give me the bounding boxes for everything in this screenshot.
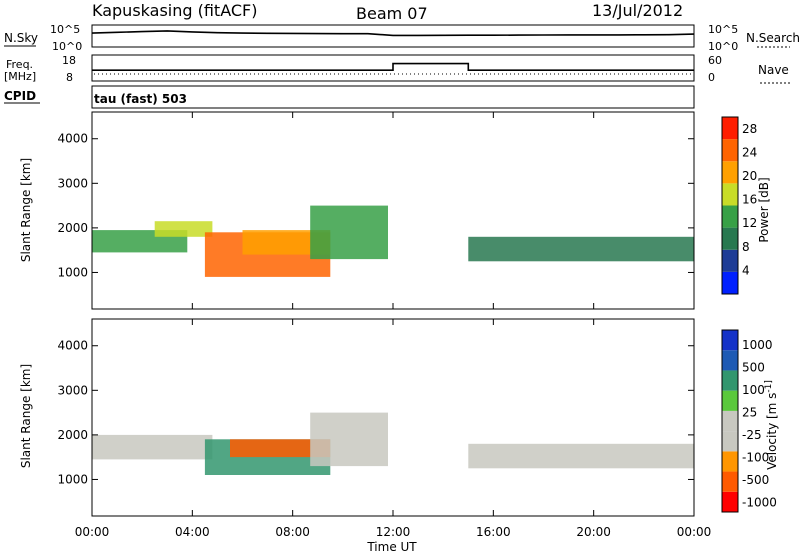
freq-right-tick-top: 60 <box>708 54 722 67</box>
power-panel: 1000 2000 3000 4000 Slant Range [km] <box>19 111 695 310</box>
velocity-colorbar-swatch-6 <box>722 370 738 391</box>
cpid-value: tau (fast) 503 <box>94 92 187 106</box>
velocity-colorbar-tick-0: 1000 <box>742 338 773 352</box>
noise-left-tick-bottom: 10^0 <box>52 40 82 53</box>
power-colorbar-swatch-1 <box>722 249 738 272</box>
power-colorbar-tick-28: 28 <box>742 122 757 136</box>
time-tick-label-0: 00:00 <box>75 525 110 539</box>
velocity-panel-background <box>92 319 694 516</box>
power-ytick-label-3000: 3000 <box>57 176 88 190</box>
time-tick-label-5: 20:00 <box>576 525 611 539</box>
velocity-ylabel: Slant Range [km] <box>19 364 33 468</box>
velocity-colorbar-swatch-0 <box>722 491 738 512</box>
velocity-ytick-label-3000: 3000 <box>57 383 88 397</box>
power-colorbar-tick-16: 16 <box>742 193 757 207</box>
power-colorbar-swatch-6 <box>722 139 738 162</box>
freq-panel: Freq. [MHz] 18 8 60 0 Nave <box>4 54 790 84</box>
power-colorbar-swatch-0 <box>722 271 738 294</box>
power-colorbar-swatch-5 <box>722 161 738 184</box>
nave-label: Nave <box>758 63 789 77</box>
noise-panel: N.Sky 10^5 10^0 10^5 10^0 N.Search <box>4 23 800 53</box>
velocity-colorbar-tick-3: 25 <box>742 406 757 420</box>
station-title: Kapuskasing (fitACF) <box>92 1 257 20</box>
time-tick-label-6: 00:00 <box>677 525 712 539</box>
velocity-region-4 <box>468 443 695 469</box>
nsearch-label: N.Search <box>746 31 800 45</box>
freq-label: Freq. <box>6 58 33 71</box>
freq-unit-label: [MHz] <box>4 70 36 83</box>
time-axis-title: Time UT <box>366 540 417 554</box>
power-region-4 <box>310 205 388 260</box>
noise-panel-frame <box>91 24 695 48</box>
beam-label: Beam 07 <box>356 4 428 23</box>
velocity-colorbar-swatch-3 <box>722 431 738 452</box>
velocity-colorbar-swatch-5 <box>722 390 738 411</box>
velocity-colorbar-swatch-1 <box>722 471 738 492</box>
power-colorbar-tick-8: 8 <box>742 240 750 254</box>
freq-left-tick-top: 18 <box>62 54 76 67</box>
power-region-1 <box>154 221 213 237</box>
velocity-ytick-label-2000: 2000 <box>57 428 88 442</box>
velocity-colorbar-swatch-7 <box>722 350 738 371</box>
noise-right-tick-bottom: 10^0 <box>708 40 738 53</box>
power-colorbar-tick-12: 12 <box>742 216 757 230</box>
velocity-ytick-label-4000: 4000 <box>57 339 88 353</box>
power-colorbar-tick-20: 20 <box>742 169 757 183</box>
time-tick-label-4: 16:00 <box>476 525 511 539</box>
time-tick-label-3: 12:00 <box>376 525 411 539</box>
freq-right-tick-bottom: 0 <box>708 71 715 84</box>
power-ytick-label-2000: 2000 <box>57 221 88 235</box>
velocity-panel: 1000 2000 3000 4000 Slant Range [km] <box>19 318 695 517</box>
cpid-label: CPID <box>4 89 36 103</box>
velocity-colorbar-label-exponent: -1] <box>764 380 774 393</box>
velocity-colorbar-frame <box>721 329 739 513</box>
power-colorbar-tick-4: 4 <box>742 263 750 277</box>
noise-left-tick-top: 10^5 <box>50 23 80 36</box>
velocity-axis-ticks: 1000 2000 3000 4000 <box>57 319 695 516</box>
power-colorbar-label: Power [dB] <box>757 177 771 242</box>
power-colorbar-swatch-7 <box>722 117 738 140</box>
time-tick-label-1: 04:00 <box>175 525 210 539</box>
velocity-colorbar: 1000 500 100 25 -25 -100 -500 -1000 <box>721 329 777 513</box>
velocity-data-layer <box>92 412 695 475</box>
power-panel-background <box>92 112 694 309</box>
velocity-colorbar-swatch-2 <box>722 451 738 472</box>
power-colorbar-frame <box>721 116 739 295</box>
velocity-colorbar-tick-1: 500 <box>742 361 765 375</box>
power-colorbar-swatch-2 <box>722 227 738 250</box>
power-data-layer <box>92 205 695 277</box>
velocity-colorbar-label: Velocity [m s-1] <box>764 380 779 470</box>
velocity-region-3 <box>310 412 388 467</box>
power-colorbar-swatch-4 <box>722 183 738 206</box>
velocity-colorbar-swatch-8 <box>722 330 738 351</box>
velocity-ytick-label-1000: 1000 <box>57 472 88 486</box>
nsky-label: N.Sky <box>4 31 38 45</box>
freq-left-tick-bottom: 8 <box>66 71 73 84</box>
velocity-colorbar-tick-6: -500 <box>742 473 769 487</box>
power-ytick-label-1000: 1000 <box>57 265 88 279</box>
velocity-colorbar-swatch-4 <box>722 410 738 432</box>
velocity-colorbar-tick-5: -100 <box>742 451 769 465</box>
nsky-series-line <box>91 30 695 37</box>
velocity-colorbar-tick-4: -25 <box>742 428 762 442</box>
power-colorbar: 4 8 12 16 20 24 28 <box>721 116 757 295</box>
velocity-colorbar-tick-7: -1000 <box>742 496 777 510</box>
power-colorbar-swatch-3 <box>722 205 738 228</box>
time-tick-label-2: 08:00 <box>275 525 310 539</box>
time-axis-labels: 00:00 04:00 08:00 12:00 16:00 20:00 00:00 <box>75 525 712 539</box>
noise-right-tick-top: 10^5 <box>708 23 738 36</box>
power-colorbar-tick-24: 24 <box>742 145 757 159</box>
freq-series-line <box>92 62 694 71</box>
cpid-panel-frame <box>91 85 695 109</box>
power-ytick-label-4000: 4000 <box>57 132 88 146</box>
date-label: 13/Jul/2012 <box>592 1 683 20</box>
velocity-region-2 <box>230 439 331 458</box>
power-ylabel: Slant Range [km] <box>19 158 33 262</box>
velocity-colorbar-tick-2: 100 <box>742 383 765 397</box>
freq-panel-frame <box>91 54 695 82</box>
power-region-5 <box>468 236 695 262</box>
power-axis-ticks: 1000 2000 3000 4000 <box>57 112 695 309</box>
velocity-region-0 <box>92 434 213 460</box>
